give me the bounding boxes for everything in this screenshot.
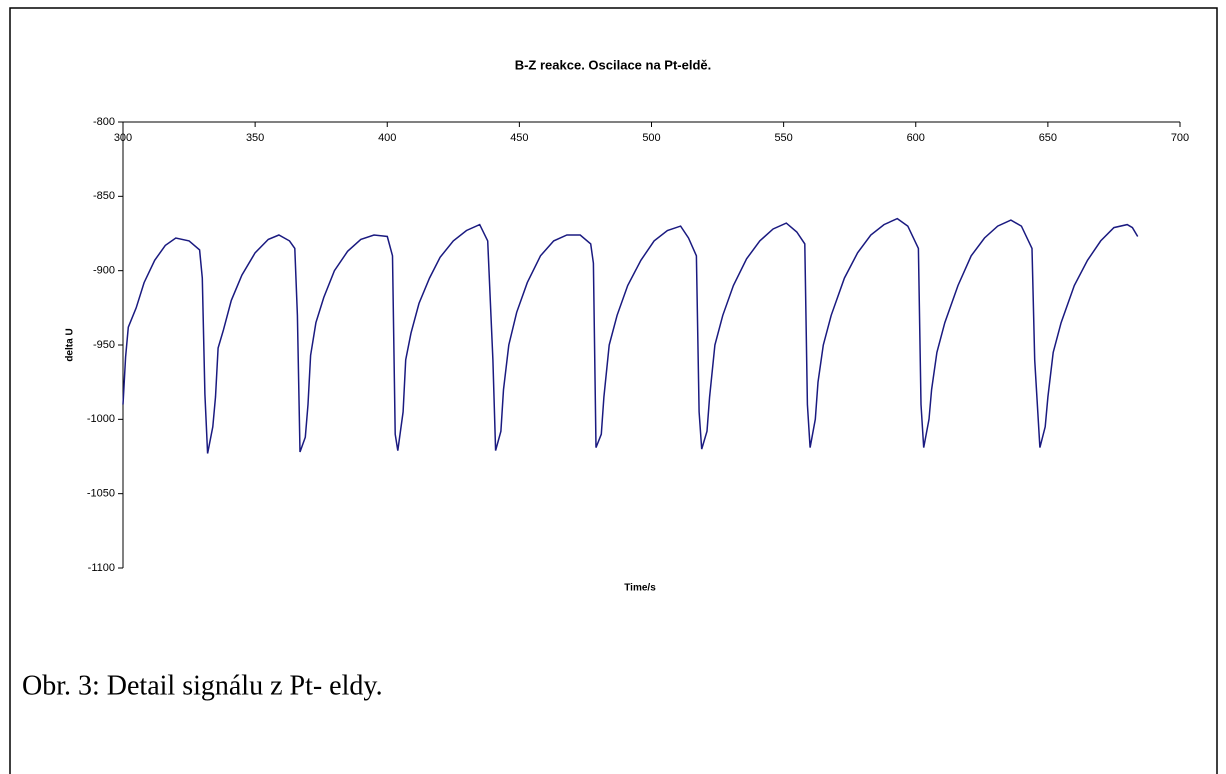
x-tick-label: 600 <box>907 132 925 144</box>
chart-title: B-Z reakce. Oscilace na Pt-eldě. <box>515 57 712 72</box>
y-tick-label: -1050 <box>87 488 115 500</box>
y-tick-label: -850 <box>93 190 115 202</box>
x-tick-label: 500 <box>642 132 660 144</box>
x-tick-label: 300 <box>114 132 132 144</box>
frame <box>9 7 1218 774</box>
x-tick-label: 450 <box>510 132 528 144</box>
caption: Obr. 3: Detail signálu z Pt- eldy. <box>22 670 383 701</box>
y-tick-label: -950 <box>93 339 115 351</box>
data-line <box>122 217 1139 454</box>
y-tick-label: -1000 <box>87 413 115 425</box>
x-tick-label: 400 <box>378 132 396 144</box>
y-axis-label: delta U <box>65 328 76 361</box>
y-tick-label: -900 <box>93 265 115 277</box>
y-tick-label: -1100 <box>88 562 115 574</box>
x-tick-label: 550 <box>774 132 792 144</box>
x-axis-label: Time/s <box>624 583 656 594</box>
x-tick-label: 650 <box>1039 132 1057 144</box>
x-tick-label: 350 <box>246 132 264 144</box>
y-tick-label: -800 <box>93 116 115 128</box>
x-tick-label: 700 <box>1171 132 1189 144</box>
